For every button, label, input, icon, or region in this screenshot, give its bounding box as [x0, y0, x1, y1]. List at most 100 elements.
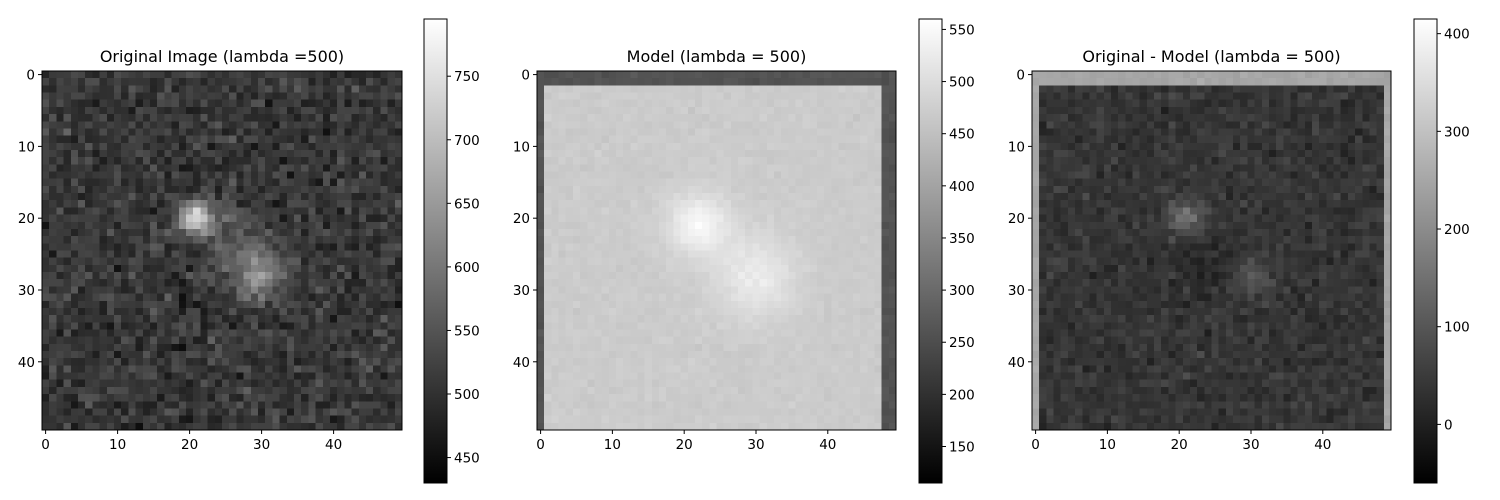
heatmap-cell	[286, 106, 295, 115]
heatmap-cell	[738, 365, 746, 373]
heatmap-cell	[881, 200, 890, 208]
heatmap-cell	[687, 243, 696, 251]
heatmap-cell	[795, 379, 803, 388]
heatmap-cell	[294, 300, 302, 309]
heatmap-cell	[608, 221, 617, 230]
heatmap-cell	[70, 85, 79, 93]
heatmap-cell	[594, 300, 602, 309]
heatmap-cell	[874, 164, 882, 172]
heatmap-cell	[723, 365, 732, 373]
heatmap-cell	[694, 279, 703, 287]
heatmap-cell	[824, 185, 832, 194]
heatmap-cell	[171, 142, 180, 151]
heatmap-cell	[258, 293, 266, 302]
heatmap-cell	[773, 365, 782, 373]
heatmap-cell	[394, 228, 403, 237]
heatmap-cell	[694, 307, 703, 316]
heatmap-cell	[716, 358, 724, 366]
heatmap-cell	[666, 307, 674, 316]
heatmap-cell	[795, 200, 803, 208]
heatmap-cell	[92, 329, 100, 337]
heatmap-cell	[380, 279, 388, 287]
heatmap-cell	[164, 264, 172, 273]
heatmap-cell	[128, 286, 136, 294]
heatmap-cell	[250, 250, 259, 258]
heatmap-cell	[236, 322, 244, 330]
heatmap-cell	[301, 157, 309, 165]
heatmap-cell	[809, 264, 818, 273]
heatmap-cell	[157, 279, 165, 287]
heatmap-cell	[114, 178, 122, 187]
heatmap-cell	[322, 401, 331, 409]
heatmap-cell	[580, 279, 588, 287]
heatmap-cell	[315, 92, 324, 101]
heatmap-cell	[78, 336, 86, 345]
heatmap-cell	[824, 78, 832, 86]
heatmap-cell	[666, 142, 674, 151]
heatmap-cell	[294, 142, 302, 151]
heatmap-cell	[106, 343, 115, 352]
heatmap-cell	[279, 71, 288, 79]
heatmap-cell	[229, 128, 237, 136]
heatmap-cell	[286, 293, 295, 302]
heatmap-cell	[738, 157, 746, 165]
heatmap-cell	[70, 279, 79, 287]
heatmap-cell	[178, 85, 187, 93]
heatmap-cell	[659, 329, 667, 337]
heatmap-cell	[229, 315, 237, 323]
heatmap-cell	[651, 394, 660, 402]
heatmap-cell	[114, 221, 122, 230]
heatmap-cell	[222, 401, 230, 409]
heatmap-cell	[845, 228, 854, 237]
heatmap-cell	[42, 329, 50, 337]
heatmap-cell	[795, 207, 803, 215]
heatmap-cell	[70, 214, 79, 223]
heatmap-cell	[752, 236, 760, 244]
heatmap-cell	[795, 228, 803, 237]
heatmap-cell	[121, 307, 129, 316]
heatmap-cell	[845, 279, 854, 287]
heatmap-cell	[888, 149, 897, 158]
heatmap-cell	[294, 257, 302, 266]
heatmap-cell	[874, 300, 882, 309]
heatmap-cell	[601, 85, 610, 93]
heatmap-cell	[121, 250, 129, 258]
heatmap-cell	[366, 85, 374, 93]
heatmap-cell	[157, 386, 165, 395]
heatmap-cell	[565, 178, 574, 187]
heatmap-cell	[845, 135, 854, 144]
heatmap-cell	[322, 128, 331, 136]
heatmap-cell	[272, 71, 280, 79]
heatmap-cell	[745, 300, 753, 309]
heatmap-cell	[157, 286, 165, 294]
heatmap-cell	[351, 78, 360, 86]
heatmap-cell	[56, 386, 64, 395]
heatmap-cell	[243, 422, 252, 431]
heatmap-cell	[630, 286, 638, 294]
heatmap-cell	[301, 128, 309, 136]
heatmap-cell	[56, 351, 64, 359]
heatmap-cell	[694, 106, 703, 115]
heatmap-cell	[537, 128, 545, 136]
heatmap-cell	[687, 264, 696, 273]
heatmap-cell	[236, 386, 244, 395]
heatmap-cell	[56, 279, 64, 287]
heatmap-cell	[881, 250, 890, 258]
heatmap-cell	[279, 358, 288, 366]
heatmap-cell	[809, 257, 818, 266]
heatmap-cell	[279, 365, 288, 373]
heatmap-cell	[558, 99, 567, 108]
heatmap-cell	[243, 114, 252, 122]
heatmap-cell	[200, 408, 208, 416]
heatmap-cell	[358, 307, 367, 316]
heatmap-cell	[85, 394, 93, 402]
heatmap-cell	[852, 365, 861, 373]
heatmap-cell	[337, 99, 345, 108]
heatmap-cell	[178, 250, 187, 258]
heatmap-cell	[773, 329, 782, 337]
heatmap-cell	[544, 351, 552, 359]
heatmap-cell	[572, 200, 581, 208]
heatmap-cell	[766, 221, 775, 230]
heatmap-cell	[373, 401, 381, 409]
heatmap-cell	[831, 293, 839, 302]
